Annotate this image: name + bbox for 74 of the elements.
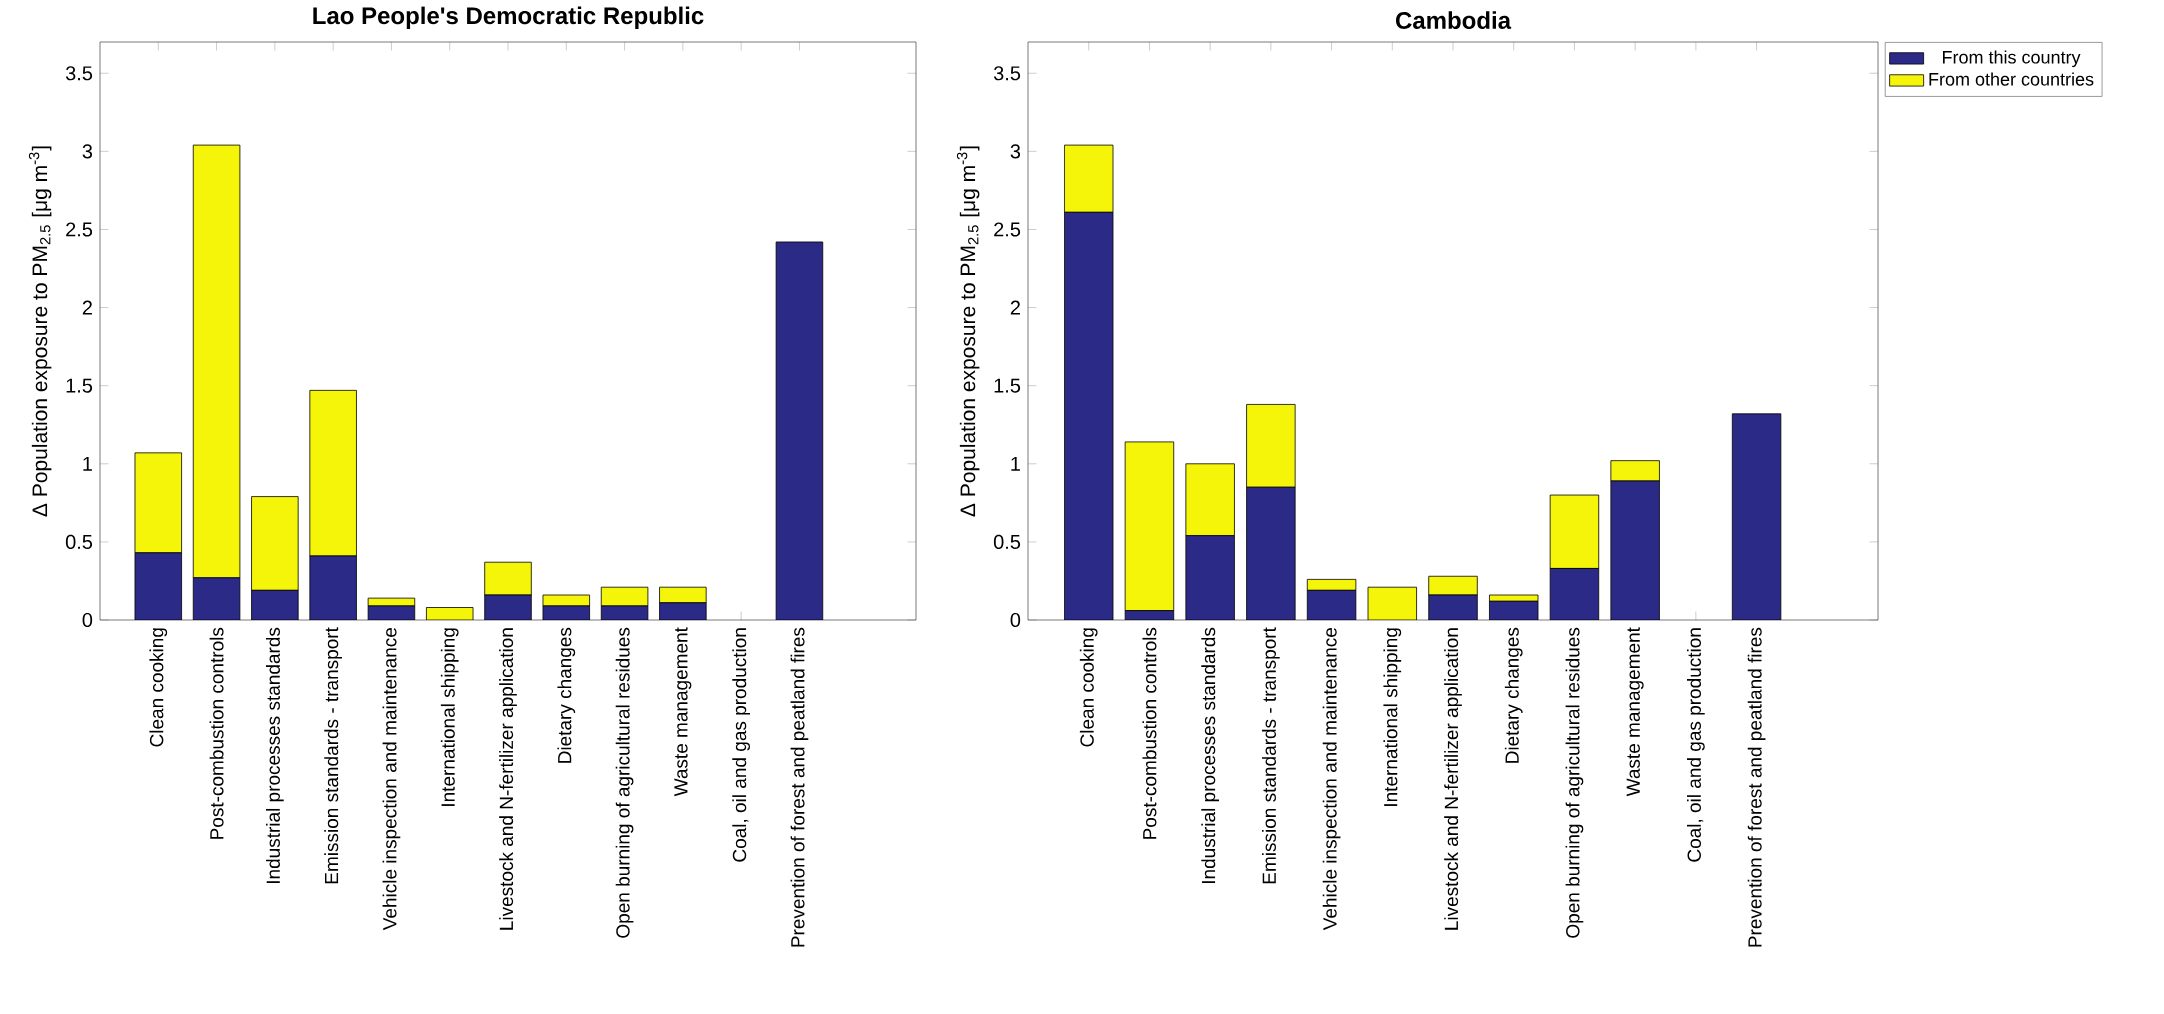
x-tick-label: Coal, oil and gas production (1687, 628, 1705, 862)
x-tick-label: Prevention of forest and peatland fires (790, 627, 809, 947)
bar (1064, 212, 1114, 620)
bar (1064, 144, 1114, 213)
x-tick-label: Vehicle inspection and maintenance (1322, 627, 1341, 931)
bar (309, 555, 357, 620)
x-tick-label: Post-combustion controls (1142, 627, 1157, 839)
x-tick-label: International shipping (440, 628, 459, 806)
bar (484, 561, 532, 596)
bar (134, 452, 182, 554)
y-tick-label: 0 (82, 612, 93, 628)
y-tick-label: 0.5 (993, 534, 1021, 549)
legend-label: From other countries (1929, 72, 2094, 86)
x-tick-label: Industrial processes standards (265, 627, 284, 884)
y-tick-label: 1.5 (994, 378, 1021, 393)
y-axis-title: Δ Population exposure to PM$_{2.5}$ [μg m$^{-3}$] (28, 146, 52, 517)
x-tick-label: Livestock and N-fertilizer application (499, 628, 517, 930)
y-tick-label: 1 (83, 456, 92, 471)
x-tick-label: Open burning of agricultural residues (1565, 627, 1584, 938)
bar (1428, 595, 1478, 620)
bar (484, 595, 532, 620)
chart-title: Lao People's Democratic Republic (313, 6, 704, 29)
x-tick-label: Coal, oil and gas production (732, 628, 750, 862)
y-tick-label: 3.5 (993, 66, 1021, 81)
y-tick-label: 1 (1011, 456, 1020, 471)
bar (251, 496, 299, 591)
y-tick-label: 2.5 (994, 222, 1021, 237)
x-tick-label: International shipping (1383, 628, 1402, 806)
y-tick-label: 2 (82, 300, 92, 315)
x-tick-label: Open burning of agricultural residues (615, 627, 634, 938)
y-tick-label: 3 (1010, 144, 1021, 159)
bar (251, 590, 299, 620)
x-tick-label: Clean cooking (1079, 628, 1098, 747)
y-tick-label: 2 (1010, 300, 1020, 315)
bar (1185, 535, 1235, 620)
bar (1549, 494, 1600, 569)
x-tick-label: Emission standards - transport (324, 627, 342, 884)
y-tick-label: 3.5 (65, 66, 93, 81)
x-tick-label: Dietary changes (557, 627, 576, 763)
bar (1610, 480, 1660, 620)
bar (1428, 575, 1478, 596)
x-tick-label: Vehicle inspection and maintenance (382, 627, 401, 931)
chart-title: Cambodia (1396, 11, 1512, 29)
y-tick-label: 1.5 (66, 378, 93, 393)
y-axis-title: Δ Population exposure to PM$_{2.5}$ [μg m$^{-3}$] (956, 146, 980, 517)
y-tick-label: 2.5 (66, 222, 93, 237)
x-tick-label: Clean cooking (149, 628, 168, 747)
bar (1368, 587, 1417, 620)
bar (309, 389, 357, 557)
y-tick-label: 3 (82, 144, 93, 159)
y-tick-label: 0 (1010, 612, 1021, 628)
x-tick-label: Post-combustion controls (209, 627, 224, 839)
x-tick-label: Livestock and N-fertilizer application (1444, 628, 1462, 930)
y-tick-label: 0.5 (65, 534, 93, 549)
bar (1731, 413, 1782, 620)
bar (192, 144, 241, 579)
bar (1550, 568, 1599, 620)
bar (1124, 441, 1175, 612)
bar (659, 602, 707, 620)
x-tick-label: Prevention of forest and peatland fires (1747, 627, 1766, 947)
x-tick-label: Dietary changes (1504, 627, 1523, 763)
legend-label: From this country (1943, 50, 2081, 68)
bar (1246, 487, 1296, 620)
bar (1185, 463, 1235, 537)
bar (1246, 404, 1296, 488)
x-tick-label: Industrial processes standards (1201, 627, 1220, 884)
bar (1307, 590, 1356, 620)
x-tick-label: Waste management (1626, 627, 1644, 797)
bar (1610, 460, 1660, 482)
x-tick-label: Emission standards - transport (1262, 627, 1280, 884)
bar (193, 577, 240, 620)
x-tick-label: Waste management (674, 627, 692, 797)
bar (134, 552, 182, 620)
bar (775, 241, 824, 620)
